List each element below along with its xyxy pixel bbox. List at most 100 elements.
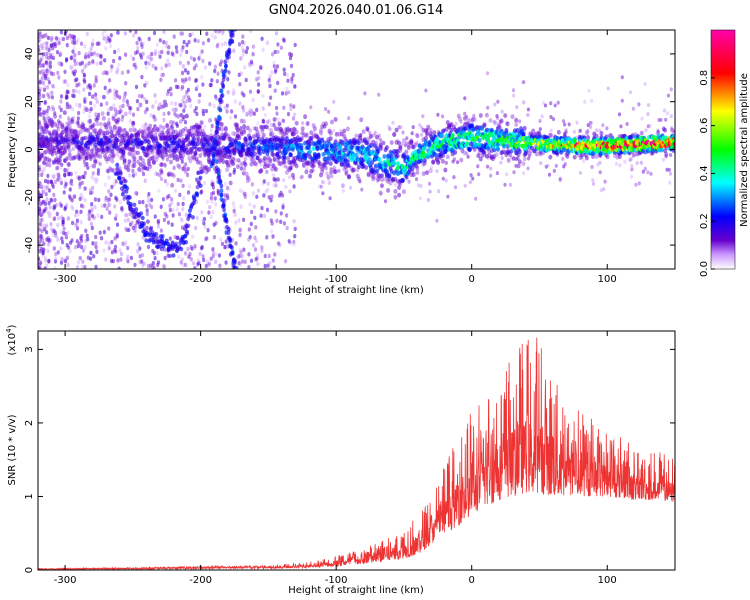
spectrogram-cell xyxy=(152,114,156,119)
spectrogram-cell xyxy=(115,171,120,176)
spectrogram-cell xyxy=(217,158,222,164)
spectrogram-cell xyxy=(181,98,185,104)
spectrogram-cell xyxy=(40,46,44,51)
spectrogram-cell xyxy=(82,159,86,165)
spectrogram-cell xyxy=(125,99,129,104)
spectrogram-cell xyxy=(238,82,242,87)
spectrogram-cell xyxy=(662,108,667,113)
spectrogram-cell xyxy=(238,232,242,238)
spectrogram-cell xyxy=(253,161,258,167)
spectrogram-cell xyxy=(92,83,96,88)
spectrogram-cell xyxy=(75,222,79,227)
spectrogram-cell xyxy=(89,221,94,227)
spectrogram-cell xyxy=(38,239,42,244)
spectrogram-cell xyxy=(418,123,422,127)
spectrogram-cell xyxy=(410,131,414,136)
spectrogram-cell xyxy=(401,189,406,195)
spectrogram-cell xyxy=(175,49,179,54)
spectrogram-cell xyxy=(95,249,99,254)
spectrogram-cell xyxy=(136,242,140,247)
spectrogram-cell xyxy=(567,122,571,127)
spectrogram-cell xyxy=(205,259,209,264)
spectrogram-cell xyxy=(97,147,101,153)
spectrogram-cell xyxy=(290,76,294,81)
spectrogram-cell xyxy=(231,161,236,167)
spectrogram-cell xyxy=(65,156,69,161)
spectrogram-cell xyxy=(189,125,194,131)
spectrogram-cell xyxy=(439,133,444,139)
spectrogram-cell xyxy=(441,158,445,164)
spectrogram-cell xyxy=(463,96,467,101)
spectrogram-cell xyxy=(193,266,197,269)
spectrogram-cell xyxy=(242,217,246,222)
spectrogram-cell xyxy=(503,182,507,187)
spectrogram-cell xyxy=(83,79,87,85)
spectrogram-cell xyxy=(38,88,41,94)
spectrogram-cell xyxy=(386,188,391,193)
spectrogram-cell xyxy=(181,84,185,90)
spectrogram-cell xyxy=(236,164,240,169)
spectrogram-cell xyxy=(59,165,63,170)
spectrogram-cell xyxy=(514,163,518,168)
spectrogram-cell xyxy=(242,166,246,171)
spectrogram-cell xyxy=(394,127,399,133)
spectrogram-cell xyxy=(58,201,62,206)
spectrogram-cell xyxy=(173,129,178,135)
spectrogram-cell xyxy=(289,63,294,69)
spectrogram-cell xyxy=(505,143,510,149)
spectrogram-cell xyxy=(58,62,62,67)
spectrogram-cell xyxy=(151,104,155,109)
spectrogram-cell xyxy=(109,44,113,49)
spectrogram-cell xyxy=(215,43,219,49)
spectrogram-cell xyxy=(349,185,353,190)
spectrogram-cell xyxy=(86,146,90,152)
spectrogram-cell xyxy=(84,63,88,68)
spectrogram-cell xyxy=(495,147,500,152)
spectrogram-cell xyxy=(259,168,264,173)
spectrogram-cell xyxy=(88,209,92,215)
spectrogram-cell xyxy=(153,256,157,261)
spectrogram-cell xyxy=(153,124,157,129)
spectrogram-cell xyxy=(472,113,476,118)
spectrogram-cell xyxy=(514,122,519,127)
spectrogram-cell xyxy=(53,179,58,185)
spectrogram-cell xyxy=(48,53,53,58)
spectrogram-cell xyxy=(103,58,107,63)
spectrogram-cell xyxy=(100,111,105,116)
spectrogram-cell xyxy=(38,184,41,189)
spectrogram-cell xyxy=(40,56,44,61)
spectrogram-cell xyxy=(251,52,255,57)
spectrogram-cell xyxy=(44,128,49,134)
spectrogram-cell xyxy=(176,177,180,183)
spectrogram-cell xyxy=(159,124,163,129)
spectrogram-cell xyxy=(139,140,144,146)
spectrogram-cell xyxy=(45,156,50,162)
spectrogram-cell xyxy=(45,263,49,268)
spectrogram-cell xyxy=(193,38,197,43)
spectrogram-cell xyxy=(471,176,475,181)
spectrogram-cell xyxy=(42,160,47,166)
spectrogram-cell xyxy=(482,122,487,127)
spectrogram-cell xyxy=(73,194,77,199)
spectrogram-cell xyxy=(527,151,532,157)
spectrogram-cell xyxy=(502,144,506,149)
spectrogram-cell xyxy=(92,51,96,56)
spectrogram-cell xyxy=(43,100,47,105)
spectrogram-cell xyxy=(441,114,445,119)
spectrogram-cell xyxy=(213,196,217,201)
spectrogram-cell xyxy=(117,175,122,181)
spectrogram-cell xyxy=(68,194,72,199)
spectrogram-cell xyxy=(150,51,154,57)
spectrogram-cell xyxy=(605,126,609,131)
spectrogram-cell xyxy=(436,160,441,166)
spectrogram-cell xyxy=(77,212,81,217)
spectrogram-cell xyxy=(82,150,87,156)
spectrogram-cell xyxy=(43,178,48,184)
spectrogram-cell xyxy=(39,212,43,218)
spectrogram-cell xyxy=(202,221,206,226)
spectrogram-cell xyxy=(217,140,222,146)
spectrogram-cell xyxy=(112,124,117,130)
spectrogram-cell xyxy=(505,121,510,127)
spectrogram-cell xyxy=(285,73,290,78)
spectrogram-cell xyxy=(274,68,278,73)
